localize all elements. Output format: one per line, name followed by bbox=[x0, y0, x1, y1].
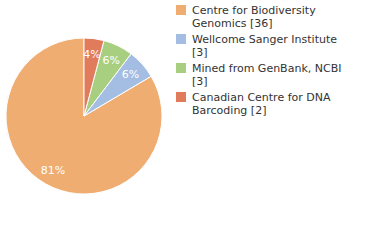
svg-text:6%: 6% bbox=[122, 68, 139, 81]
html-text:Mined from GenBank, NCBI [3]: Mined from GenBank, NCBI [3] bbox=[192, 62, 342, 88]
html-text:Canadian Centre for DNA Barcod: Canadian Centre for DNA Barcoding [2] bbox=[192, 91, 331, 117]
svg-text:4%: 4% bbox=[83, 48, 100, 61]
svg-text:81%: 81% bbox=[41, 164, 65, 177]
html-text:Wellcome Sanger Institute [3]: Wellcome Sanger Institute [3] bbox=[192, 33, 337, 59]
svg-text:6%: 6% bbox=[103, 54, 120, 67]
html-text:Centre for Biodiversity Genomi: Centre for Biodiversity Genomics [36] bbox=[192, 4, 316, 30]
